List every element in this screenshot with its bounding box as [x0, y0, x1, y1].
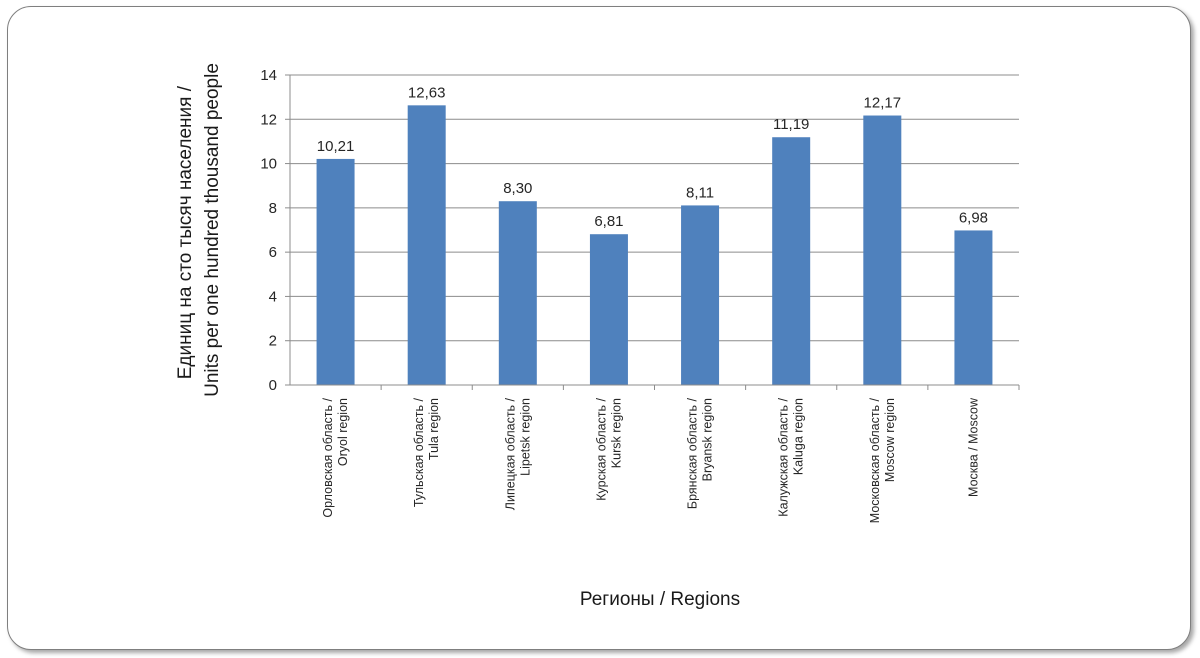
- bars: [316, 105, 993, 386]
- category-label-line: Брянская область /: [686, 397, 700, 509]
- bar: [681, 205, 720, 385]
- category-label-line: Москва / Moscow: [966, 397, 980, 497]
- data-label: 8,30: [503, 180, 532, 197]
- category-label-line: Oryol region: [336, 398, 350, 466]
- bar: [498, 201, 537, 385]
- y-tick-label: 6: [269, 244, 277, 261]
- category-label-line: Орловская область /: [321, 397, 335, 517]
- category-label: Липецкая область / Lipetsk region: [503, 397, 532, 510]
- data-label: 10,21: [317, 138, 355, 155]
- bar: [863, 115, 902, 386]
- category-label-line: Tula region: [427, 398, 441, 460]
- category-label: Орловская область / Oryol region: [321, 397, 350, 517]
- category-label-line: Moscow region: [883, 398, 897, 482]
- category-label-line: Kursk region: [609, 398, 623, 468]
- data-label: 6,81: [594, 213, 623, 230]
- y-axis-title-line-1: Единиц на сто тысяч населения /: [175, 85, 196, 379]
- y-tick-label: 14: [260, 67, 277, 84]
- category-label: Москва / Moscow: [966, 397, 980, 497]
- data-labels: 10,21 12,63 8,30 6,81 8,11 11,19 12,17 6,98: [317, 84, 988, 230]
- y-axis-title-line-2: Units per one hundred thousand people: [202, 63, 223, 397]
- category-label-line: Bryansk region: [701, 398, 715, 481]
- y-tick-label: 2: [269, 333, 277, 350]
- y-tick-label: 12: [260, 111, 277, 128]
- category-label-line: Lipetsk region: [518, 398, 532, 476]
- bar: [407, 105, 446, 385]
- category-label: Брянская область / Bryansk region: [686, 397, 715, 509]
- category-label-line: Kaluga region: [792, 398, 806, 475]
- bar: [954, 230, 993, 385]
- category-label: Тульская область / Tula region: [412, 397, 441, 507]
- y-axis-title: Единиц на сто тысяч населения / Units pe…: [175, 63, 223, 397]
- category-label-line: Московская область /: [868, 397, 882, 523]
- bar: [772, 137, 811, 385]
- y-tick-label: 8: [269, 200, 277, 217]
- category-label-line: Тульская область /: [412, 397, 426, 507]
- data-label: 8,11: [686, 184, 714, 201]
- x-axis-categories: Орловская область / Oryol region Тульская …: [321, 385, 1020, 523]
- data-label: 11,19: [773, 116, 809, 133]
- y-axis-ticks: 0 2 4 6 8 10 12 14: [260, 67, 290, 394]
- category-label: Калужская область / Kaluga region: [777, 397, 806, 516]
- bar: [316, 158, 355, 385]
- category-label: Курская область / Kursk region: [594, 397, 623, 500]
- data-label: 12,63: [408, 84, 446, 101]
- category-label-line: Липецкая область /: [503, 397, 517, 510]
- y-tick-label: 4: [269, 288, 277, 305]
- y-tick-label: 10: [260, 156, 277, 173]
- data-label: 12,17: [864, 95, 902, 112]
- x-axis-title: Регионы / Regions: [580, 589, 740, 610]
- category-label-line: Курская область /: [594, 397, 608, 500]
- y-tick-label: 0: [269, 377, 277, 394]
- data-label: 6,98: [959, 209, 988, 226]
- bar: [589, 234, 628, 385]
- category-label-line: Калужская область /: [777, 397, 791, 516]
- category-label: Московская область / Moscow region: [868, 397, 897, 523]
- gridlines: [290, 74, 1019, 342]
